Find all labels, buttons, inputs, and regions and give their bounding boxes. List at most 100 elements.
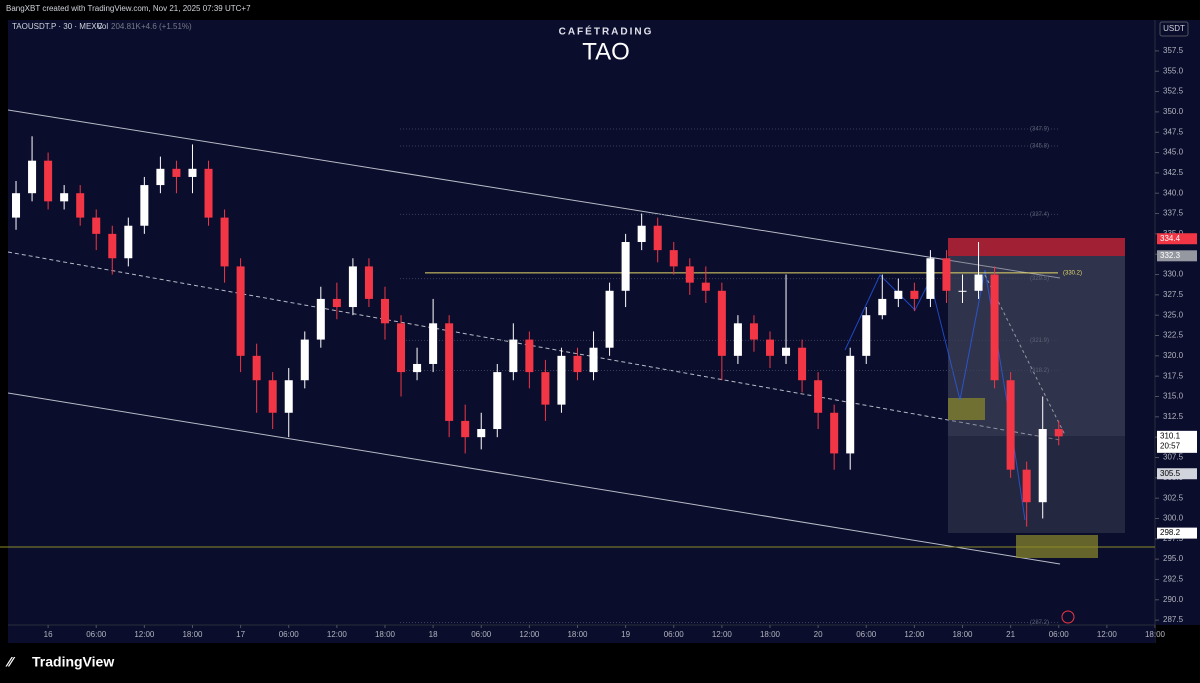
watermark-top: CAFÉTRADING xyxy=(559,25,654,38)
candle-body xyxy=(477,429,486,438)
candle-body xyxy=(60,193,69,202)
candle-body xyxy=(156,168,165,186)
candle-body xyxy=(685,266,694,283)
candle-body xyxy=(557,355,566,405)
price-marker-label: 310.1 xyxy=(1160,431,1181,440)
price-marker-label: 332.3 xyxy=(1160,251,1181,260)
candle-body xyxy=(765,339,775,356)
candle-body xyxy=(108,233,117,259)
watermark: TAO xyxy=(582,38,630,65)
candle-body xyxy=(364,266,373,299)
candle-body xyxy=(798,347,807,381)
candle-body xyxy=(252,355,261,381)
x-tick-label: 18:00 xyxy=(182,630,203,639)
price-marker-label: 298.2 xyxy=(1160,528,1181,537)
candle-body xyxy=(990,274,999,381)
x-tick-label: 12:00 xyxy=(134,630,155,639)
price-axis xyxy=(1155,20,1200,625)
candle-body xyxy=(1022,469,1031,503)
x-tick-label: 18:00 xyxy=(375,630,396,639)
y-tick-label: 300.0 xyxy=(1163,514,1184,523)
candle-body xyxy=(717,290,726,356)
y-tick-label: 307.5 xyxy=(1163,453,1184,462)
candle-body xyxy=(525,339,534,373)
y-tick-label: 355.0 xyxy=(1163,66,1184,75)
candle-body xyxy=(268,380,277,413)
channel-top xyxy=(7,109,1061,279)
candle-body xyxy=(749,323,758,340)
candle-body xyxy=(958,290,967,292)
candle-body xyxy=(44,160,53,202)
currency-box xyxy=(1159,21,1189,37)
logo-mark: ⁄⁄ xyxy=(5,654,15,670)
level-label: (330.2) xyxy=(1063,270,1082,276)
y-tick-label: 295.0 xyxy=(1163,554,1184,563)
candle-body xyxy=(846,355,855,454)
y-tick-label: 350.0 xyxy=(1163,107,1184,116)
x-tick-label: 18 xyxy=(429,630,438,639)
candle-body xyxy=(397,323,406,373)
candle-body xyxy=(926,258,935,299)
zone xyxy=(948,398,985,420)
price-marker xyxy=(1157,430,1197,453)
fib-label: (347.9) xyxy=(1030,127,1049,133)
candle-body xyxy=(541,372,550,405)
candle-body xyxy=(942,258,951,291)
candle-body xyxy=(814,380,823,413)
vol-value: 204.81K xyxy=(111,22,141,31)
alert-icon xyxy=(1061,610,1075,624)
candle-body xyxy=(733,323,742,356)
credit: BangXBT created with TradingView.com, No… xyxy=(6,4,251,13)
candle-body xyxy=(445,323,454,421)
candle-body xyxy=(1006,380,1015,470)
time-axis xyxy=(8,625,1155,643)
y-tick-label: 345.0 xyxy=(1163,148,1184,157)
change: +4.6 (+1.51%) xyxy=(141,22,192,31)
y-tick-label: 340.0 xyxy=(1163,188,1184,197)
y-tick-label: 317.5 xyxy=(1163,371,1184,380)
x-tick-label: 12:00 xyxy=(712,630,733,639)
currency: USDT xyxy=(1163,24,1185,33)
y-tick-label: 357.5 xyxy=(1163,46,1184,55)
candle-body xyxy=(204,168,213,218)
candle-body xyxy=(28,160,37,194)
y-tick-label: 352.5 xyxy=(1163,87,1184,96)
price-marker-label: 305.5 xyxy=(1160,469,1181,478)
candle-body xyxy=(862,315,871,356)
vol-label: Vol xyxy=(97,22,108,31)
candle-body xyxy=(782,347,791,356)
candle-body xyxy=(348,266,357,308)
y-tick-label: 347.5 xyxy=(1163,127,1184,136)
candle-body xyxy=(413,363,422,373)
candle-body xyxy=(332,298,341,308)
candle-body xyxy=(188,168,197,177)
candle-body xyxy=(236,266,245,356)
fib-label: (318.2) xyxy=(1030,368,1049,374)
pattern xyxy=(844,269,1026,521)
x-tick-label: 12:00 xyxy=(327,630,348,639)
candle-body xyxy=(509,339,518,373)
price-marker xyxy=(1157,233,1197,245)
candle-body xyxy=(878,298,887,316)
channel-bottom xyxy=(7,392,1061,565)
x-tick-label: 12:00 xyxy=(904,630,925,639)
candle-body xyxy=(220,217,229,267)
countdown: 20:57 xyxy=(1160,441,1181,450)
candle-body xyxy=(910,290,919,299)
x-tick-label: 06:00 xyxy=(279,630,300,639)
candle-body xyxy=(172,168,181,177)
price-marker-label: 334.4 xyxy=(1160,234,1181,243)
candle-body xyxy=(1054,429,1063,437)
fib-label: (337.4) xyxy=(1030,212,1049,218)
x-tick-label: 21 xyxy=(1006,630,1015,639)
candle-body xyxy=(1038,429,1047,503)
x-tick-label: 18:00 xyxy=(952,630,973,639)
candle-body xyxy=(461,420,470,438)
x-tick-label: 17 xyxy=(236,630,245,639)
x-tick-label: 18:00 xyxy=(1145,630,1166,639)
fib-label: (287.2) xyxy=(1030,620,1049,626)
y-tick-label: 292.5 xyxy=(1163,575,1184,584)
candle-body xyxy=(605,290,614,348)
fib-label: (329.5) xyxy=(1030,276,1049,282)
y-tick-label: 337.5 xyxy=(1163,209,1184,218)
